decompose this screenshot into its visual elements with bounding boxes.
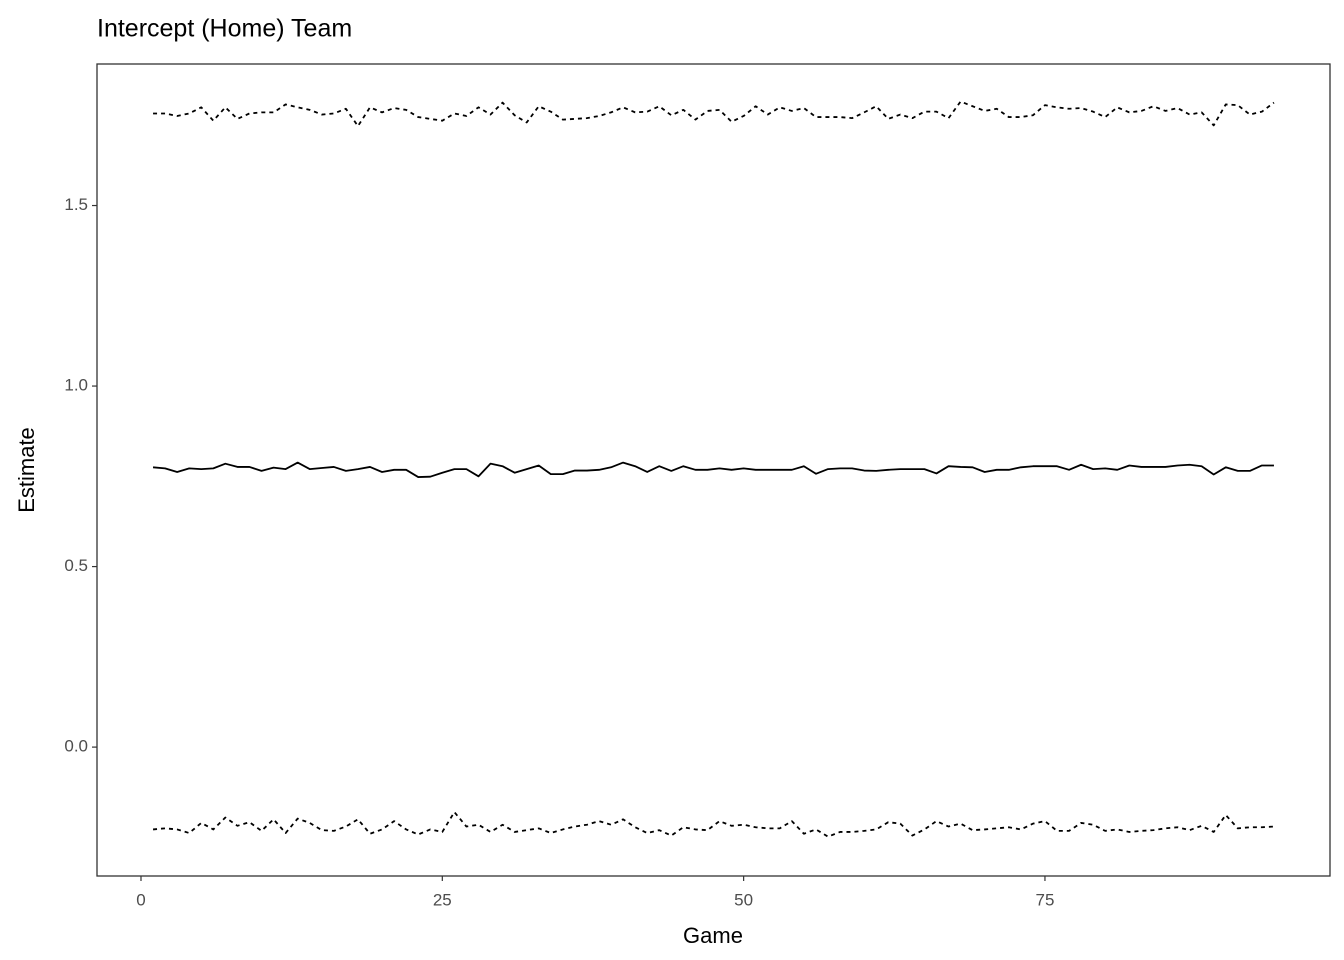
chart-title: Intercept (Home) Team xyxy=(97,15,352,43)
x-tick-label: 50 xyxy=(734,890,753,909)
y-tick-label: 0.5 xyxy=(64,556,88,575)
series-line xyxy=(152,461,1274,478)
x-tick-label: 0 xyxy=(136,890,145,909)
x-axis-label: Game xyxy=(683,923,743,948)
series-line xyxy=(152,811,1275,838)
x-tick-label: 75 xyxy=(1035,890,1054,909)
panel-border xyxy=(96,63,1331,877)
series-line xyxy=(153,100,1275,127)
y-tick-label: 1.5 xyxy=(64,195,88,214)
y-axis-label: Estimate xyxy=(14,427,39,513)
y-tick-label: 0.0 xyxy=(64,737,88,756)
x-tick-label: 25 xyxy=(433,890,452,909)
y-tick-label: 1.0 xyxy=(64,376,88,395)
